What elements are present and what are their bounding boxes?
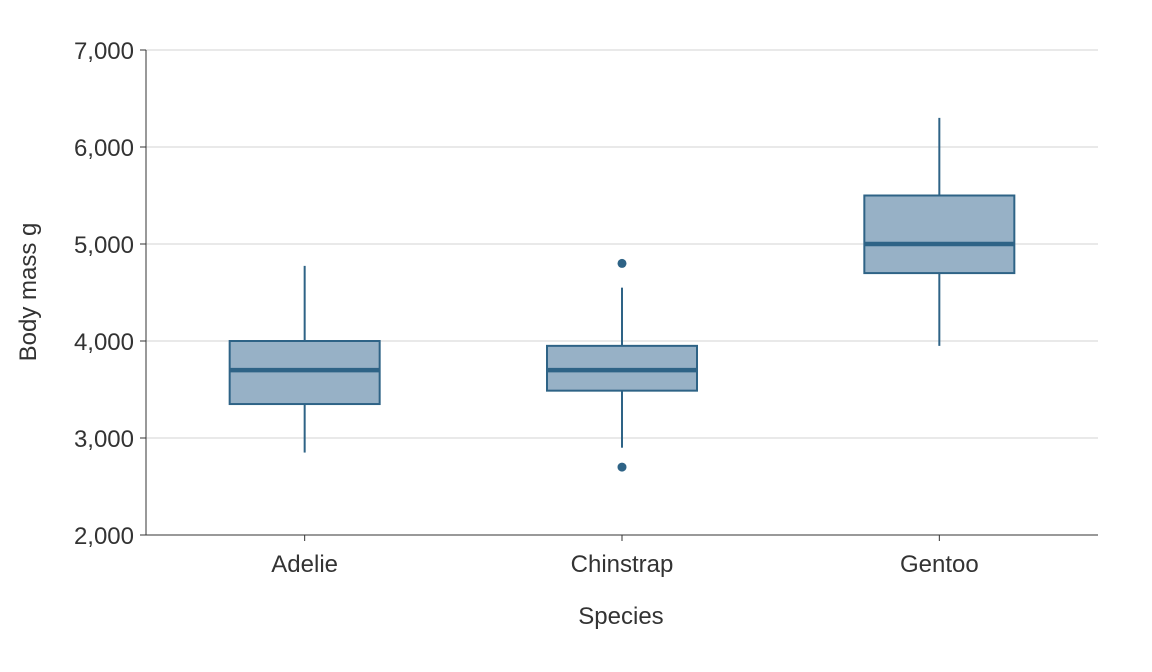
y-tick-label: 5,000 <box>74 232 134 259</box>
box-adelie <box>228 265 381 453</box>
x-axis-title: Species <box>578 603 663 630</box>
iqr-box <box>228 340 381 406</box>
y-tick-label: 6,000 <box>74 135 134 162</box>
y-tick-label: 3,000 <box>74 426 134 453</box>
iqr-box <box>863 194 1016 275</box>
boxes <box>228 117 1016 472</box>
x-tick-label: Gentoo <box>900 551 979 578</box>
box-chinstrap <box>546 258 698 472</box>
outlier-point <box>617 258 627 268</box>
box-gentoo <box>863 117 1016 346</box>
y-tick-label: 4,000 <box>74 329 134 356</box>
x-tick-label: Chinstrap <box>571 551 674 578</box>
outlier-point <box>617 462 627 472</box>
axes: 2,000 3,000 4,000 5,000 6,000 7,000 Adelie Chin… <box>74 38 1098 578</box>
y-axis-title: Body mass g <box>15 223 42 362</box>
y-tick-label: 7,000 <box>74 38 134 65</box>
y-tick-label: 2,000 <box>74 523 134 550</box>
x-tick-label: Adelie <box>271 551 338 578</box>
